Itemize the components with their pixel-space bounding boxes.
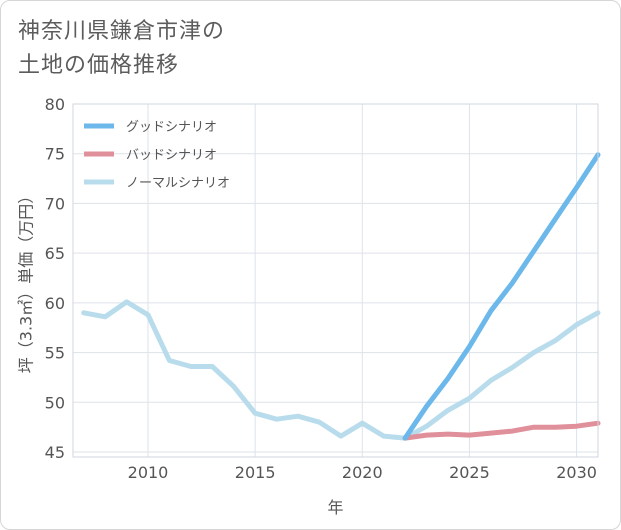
axis-ticks: 45 50 55 60 65 70 75 80 2010 2015 2020 2025 2030 <box>45 95 597 482</box>
series-line-bad <box>402 420 601 441</box>
x-tick-label: 2030 <box>556 463 597 482</box>
chart-title-line-2: 土地の価格推移 <box>18 53 180 78</box>
chart-title-line-1: 神奈川県鎌倉市津の <box>18 19 226 44</box>
y-tick-label: 80 <box>45 95 65 114</box>
series-lines <box>81 152 601 441</box>
legend-label-normal: ノーマルシナリオ <box>126 176 230 191</box>
x-tick-label: 2020 <box>342 463 383 482</box>
series-line-normal <box>81 299 601 441</box>
x-tick-label: 2025 <box>449 463 490 482</box>
y-tick-label: 60 <box>45 294 65 313</box>
legend-label-bad: バッドシナリオ <box>126 148 217 163</box>
chart-title: 神奈川県鎌倉市津の 土地の価格推移 <box>18 15 225 83</box>
legend-label-good: グッドシナリオ <box>126 120 217 135</box>
y-tick-label: 55 <box>45 344 65 363</box>
x-tick-label: 2010 <box>128 463 169 482</box>
x-axis-label: 年 <box>327 498 343 517</box>
series-line-good <box>402 152 601 441</box>
y-tick-label: 75 <box>45 145 65 164</box>
y-tick-label: 50 <box>45 393 65 412</box>
y-tick-label: 70 <box>45 194 65 213</box>
y-tick-label: 45 <box>45 443 65 462</box>
plot-area <box>72 103 599 458</box>
y-tick-label: 65 <box>45 244 65 263</box>
x-tick-label: 2015 <box>235 463 276 482</box>
y-axis-label: 坪（3.3㎡）単価（万円） <box>17 188 36 373</box>
